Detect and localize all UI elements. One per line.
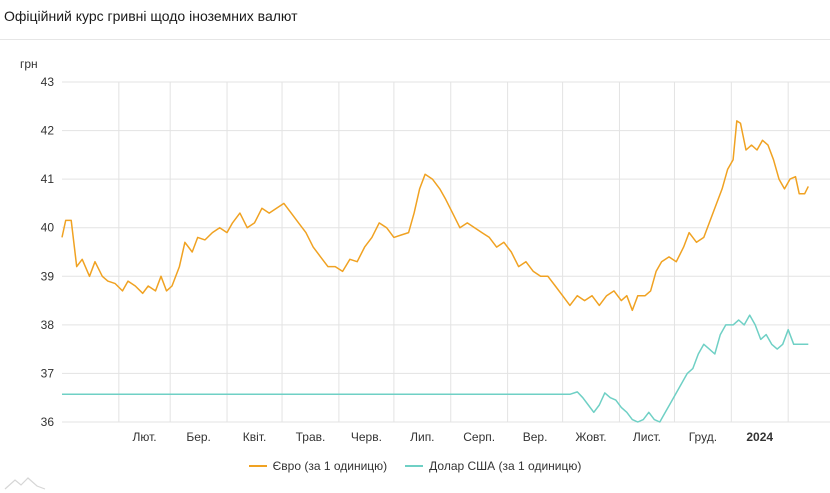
y-tick-label: 39 [41, 269, 55, 283]
x-tick-label: Бер. [186, 430, 211, 444]
x-tick-label: Вер. [523, 430, 548, 444]
x-tick-label: Квіт. [243, 430, 267, 444]
y-tick-label: 43 [41, 75, 55, 89]
legend-swatch-usd [405, 465, 424, 467]
x-tick-label: Жовт. [575, 430, 606, 444]
mountain-logo-icon [4, 477, 46, 490]
series-line-euro [61, 120, 809, 312]
x-tick-label: 2024 [746, 430, 773, 444]
legend-swatch-euro [248, 465, 267, 467]
x-tick-label: Лют. [132, 430, 156, 444]
y-tick-label: 37 [41, 366, 55, 380]
x-tick-label: Груд. [689, 430, 717, 444]
title-divider [0, 39, 830, 40]
legend-item-euro[interactable]: Євро (за 1 одиницю) [248, 459, 388, 473]
x-tick-label: Лип. [410, 430, 434, 444]
y-tick-label: 36 [41, 415, 55, 429]
x-tick-label: Серп. [463, 430, 495, 444]
y-tick-label: 38 [41, 318, 55, 332]
legend-item-usd[interactable]: Долар США (за 1 одиницю) [405, 459, 581, 473]
y-tick-label: 41 [41, 172, 55, 186]
x-tick-label: Трав. [296, 430, 326, 444]
page-title: Офіційний курс гривні щодо іноземних вал… [4, 8, 298, 24]
legend-label-euro: Євро (за 1 одиницю) [272, 459, 388, 473]
x-tick-label: Лист. [633, 430, 661, 444]
y-tick-label: 40 [41, 221, 55, 235]
series-line-usd [62, 314, 809, 423]
y-axis-unit-label: грн [20, 57, 38, 71]
y-tick-label: 42 [41, 124, 55, 138]
chart-legend: Євро (за 1 одиницю) Долар США (за 1 один… [0, 459, 830, 473]
legend-label-usd: Долар США (за 1 одиницю) [429, 459, 582, 473]
x-tick-label: Черв. [351, 430, 382, 444]
